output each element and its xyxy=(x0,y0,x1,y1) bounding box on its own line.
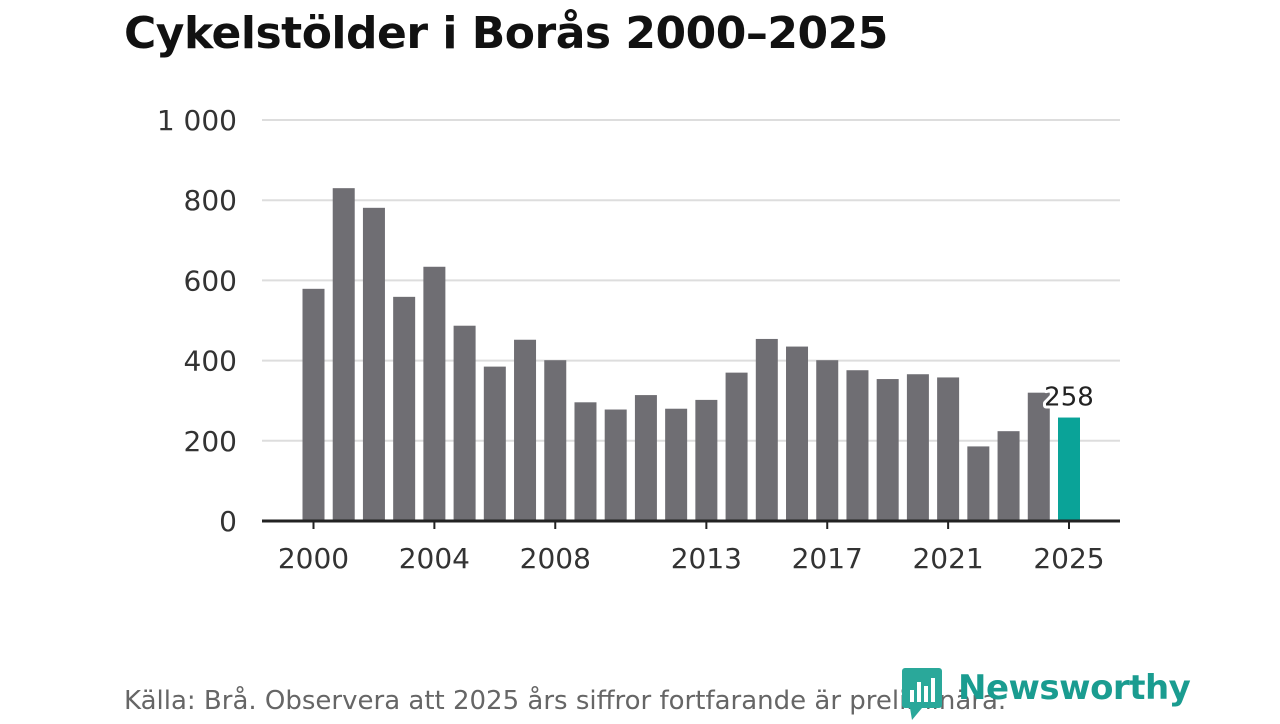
bar-2019 xyxy=(876,379,899,521)
x-tick-label: 2004 xyxy=(399,542,470,575)
bar-2023 xyxy=(997,431,1020,521)
bar-2007 xyxy=(514,339,537,521)
bar-2017 xyxy=(816,360,839,521)
bar-2024 xyxy=(1027,392,1050,521)
bar-2016 xyxy=(786,346,809,521)
y-tick-label: 200 xyxy=(184,425,237,458)
bar-2009 xyxy=(574,402,597,521)
x-axis-ticks: 2000 2004 2008 2013 2017 2021 2025 xyxy=(278,521,1105,575)
y-tick-label: 400 xyxy=(184,345,237,378)
bar-2014 xyxy=(725,372,748,521)
y-tick-label: 1 000 xyxy=(157,104,237,137)
y-tick-label: 800 xyxy=(184,184,237,217)
bar-2021 xyxy=(937,377,960,521)
bar-2025 xyxy=(1058,417,1080,521)
newsworthy-logo-icon xyxy=(902,668,942,720)
newsworthy-logo: Newsworthy xyxy=(902,668,1191,720)
bar-2006 xyxy=(483,366,506,521)
y-tick-label: 0 xyxy=(219,505,237,538)
gridlines xyxy=(262,119,1120,442)
bar-2000 xyxy=(302,288,325,521)
bar-2001 xyxy=(332,188,355,522)
bar-2018 xyxy=(846,370,869,521)
x-tick-label: 2013 xyxy=(671,542,742,575)
bar-2002 xyxy=(362,207,385,521)
chart-title: Cykelstölder i Borås 2000–2025 xyxy=(124,8,888,59)
bar-2003 xyxy=(393,296,416,521)
bar-2015 xyxy=(755,338,778,521)
y-axis-ticks: 0 200 400 600 800 1 000 xyxy=(157,104,237,538)
data-label: 258 xyxy=(1044,383,1094,413)
bar-2022 xyxy=(967,446,990,521)
source-note: Källa: Brå. Observera att 2025 års siffr… xyxy=(124,686,1007,716)
bar-2005 xyxy=(453,325,476,521)
bar-2010 xyxy=(604,409,627,521)
data-labels: 258 xyxy=(1041,380,1097,416)
y-tick-label: 600 xyxy=(184,264,237,297)
x-tick-label: 2017 xyxy=(792,542,863,575)
x-tick-label: 2008 xyxy=(520,542,591,575)
newsworthy-logo-text: Newsworthy xyxy=(958,668,1191,708)
bar-2020 xyxy=(906,374,929,521)
bar-2011 xyxy=(634,395,657,521)
x-tick-label: 2025 xyxy=(1033,542,1104,575)
x-tick-label: 2000 xyxy=(278,542,349,575)
bar-2004 xyxy=(423,266,446,521)
bar-2012 xyxy=(665,408,688,521)
bar-2013 xyxy=(695,399,718,521)
bars xyxy=(302,188,1080,522)
x-tick-label: 2021 xyxy=(912,542,983,575)
bar-2008 xyxy=(544,360,567,521)
